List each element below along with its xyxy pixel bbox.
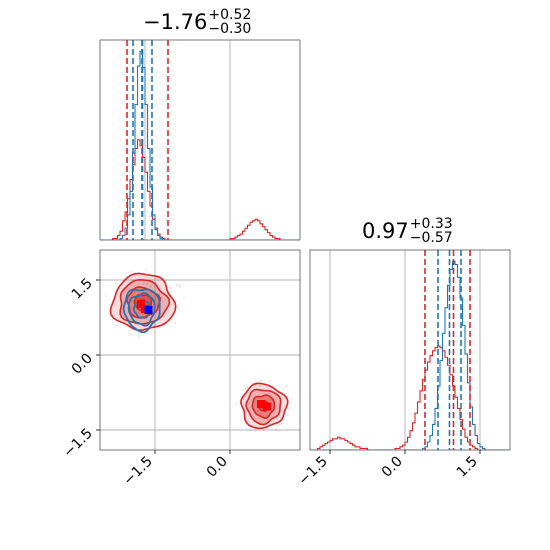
param-1-title: −1.76 +0.52 −0.30 bbox=[143, 8, 251, 36]
marginal-param-1-frame bbox=[99, 39, 301, 241]
joint-sample-dot-0-1-11 bbox=[259, 379, 262, 382]
marginal-param-2-xtick-label-1: 0.0 bbox=[379, 454, 406, 481]
param-2-lower-error: −0.57 bbox=[409, 230, 453, 246]
joint-truth-marker-4 bbox=[263, 402, 271, 411]
joint-sample-dot-0-1-17 bbox=[254, 384, 257, 387]
joint-sample-dot-0-1-0 bbox=[250, 429, 252, 431]
marginal-param-2-xtick-label-2: 1.5 bbox=[454, 454, 481, 481]
joint-truth-marker-0 bbox=[137, 300, 145, 308]
param-1-upper-error: +0.52 bbox=[208, 7, 252, 23]
joint-plot-area bbox=[100, 250, 300, 450]
joint-sample-dot-1-0-0 bbox=[133, 290, 135, 293]
joint-sample-dot-0-0-13 bbox=[129, 332, 131, 335]
joint-sample-dot-0-0-0 bbox=[174, 322, 177, 324]
joint-sample-dot-0-1-10 bbox=[244, 395, 246, 398]
joint-sample-dot-0-1-23 bbox=[259, 385, 261, 387]
joint-sample-dot-0-1-1 bbox=[280, 423, 283, 425]
joint-sample-dot-1-0-8 bbox=[137, 334, 140, 336]
joint-sample-dot-0-0-18 bbox=[177, 284, 180, 287]
joint-sample-dot-0-1-5 bbox=[245, 388, 247, 390]
joint-sample-dot-0-0-6 bbox=[138, 336, 140, 339]
joint-frame bbox=[99, 249, 301, 451]
joint-truth-marker-2 bbox=[144, 306, 153, 314]
joint-sample-dot-0-0-4 bbox=[175, 283, 178, 286]
joint-sample-dot-1-0-21 bbox=[143, 283, 145, 285]
joint-sample-dot-1-0-24 bbox=[150, 292, 153, 295]
marginal-param-2-series-1-histogram bbox=[310, 260, 510, 450]
marginal-param-1-series-1-histogram bbox=[100, 50, 300, 240]
marginal-param-2-xtick-label-0: −1.5 bbox=[295, 454, 330, 489]
joint-sample-dot-0-0-12 bbox=[179, 286, 181, 288]
marginal-param-2-panel: −1.5 0.0 1.5 bbox=[295, 249, 511, 489]
joint-ytick-label-1: 0.0 bbox=[69, 351, 96, 378]
joint-sample-dot-0-0-23 bbox=[105, 295, 107, 297]
joint-sample-dot-1-0-25 bbox=[153, 324, 156, 327]
joint-sample-dot-0-1-24 bbox=[287, 407, 289, 410]
joint-series-1-mode-0-contour-2 bbox=[132, 298, 150, 319]
joint-ytick-label-0: −1.5 bbox=[60, 426, 95, 461]
joint-sample-dot-1-0-11 bbox=[129, 329, 131, 332]
joint-panel: −1.5 0.0 −1.5 0.0 1.5 bbox=[60, 249, 301, 489]
marginal-param-1-series-0-histogram bbox=[100, 139, 300, 240]
joint-sample-dot-0-1-14 bbox=[240, 419, 243, 422]
marginal-param-2-series-0-histogram bbox=[310, 345, 510, 450]
joint-sample-dot-1-0-2 bbox=[145, 282, 148, 285]
joint-ytick-label-2: 1.5 bbox=[69, 276, 96, 303]
marginal-param-2-frame bbox=[309, 249, 511, 451]
joint-sample-dot-0-0-3 bbox=[145, 269, 148, 271]
joint-sample-dot-1-0-3 bbox=[160, 297, 163, 299]
param-1-lower-error: −0.30 bbox=[208, 21, 252, 37]
joint-series-1-mode-0-contour-1 bbox=[127, 292, 156, 327]
joint-sample-dot-1-0-9 bbox=[160, 312, 163, 315]
param-2-upper-error: +0.33 bbox=[409, 216, 453, 232]
joint-sample-dot-0-0-15 bbox=[169, 286, 172, 288]
param-1-median: −1.76 bbox=[143, 10, 208, 34]
joint-sample-dot-0-1-19 bbox=[269, 380, 271, 383]
joint-sample-dot-0-1-7 bbox=[242, 398, 245, 400]
joint-sample-dot-0-0-16 bbox=[183, 297, 185, 300]
joint-xtick-label-1: 0.0 bbox=[204, 454, 231, 481]
joint-sample-dot-0-1-2 bbox=[287, 414, 289, 416]
joint-truth-marker-3 bbox=[257, 400, 265, 408]
joint-series-1-mode-0-contour-0 bbox=[122, 288, 161, 334]
joint-sample-dot-0-1-22 bbox=[278, 423, 281, 426]
joint-sample-dot-0-1-3 bbox=[275, 428, 277, 431]
joint-sample-dot-0-1-8 bbox=[277, 424, 279, 427]
joint-sample-dot-0-1-16 bbox=[235, 403, 237, 406]
joint-sample-dot-1-0-13 bbox=[158, 293, 161, 296]
joint-sample-dot-1-0-17 bbox=[150, 285, 152, 288]
joint-sample-dot-0-1-15 bbox=[285, 385, 288, 388]
param-2-median: 0.97 bbox=[362, 219, 409, 243]
param-2-title: 0.97 +0.33 −0.57 bbox=[362, 217, 453, 245]
marginal-param-1-panel bbox=[99, 39, 301, 241]
joint-xtick-label-0: −1.5 bbox=[120, 454, 155, 489]
joint-sample-dot-0-0-11 bbox=[169, 287, 171, 290]
joint-sample-dot-0-1-25 bbox=[246, 386, 249, 389]
joint-sample-dot-0-1-21 bbox=[254, 430, 257, 432]
joint-sample-dot-0-0-25 bbox=[116, 324, 118, 327]
marginal-param-1-plot-area bbox=[100, 40, 300, 240]
marginal-param-2-plot-area bbox=[310, 250, 510, 450]
joint-sample-dot-0-0-24 bbox=[114, 282, 117, 285]
joint-sample-dot-0-0-2 bbox=[170, 303, 173, 306]
joint-sample-dot-0-0-20 bbox=[130, 271, 132, 273]
joint-sample-dot-1-0-10 bbox=[146, 283, 148, 285]
